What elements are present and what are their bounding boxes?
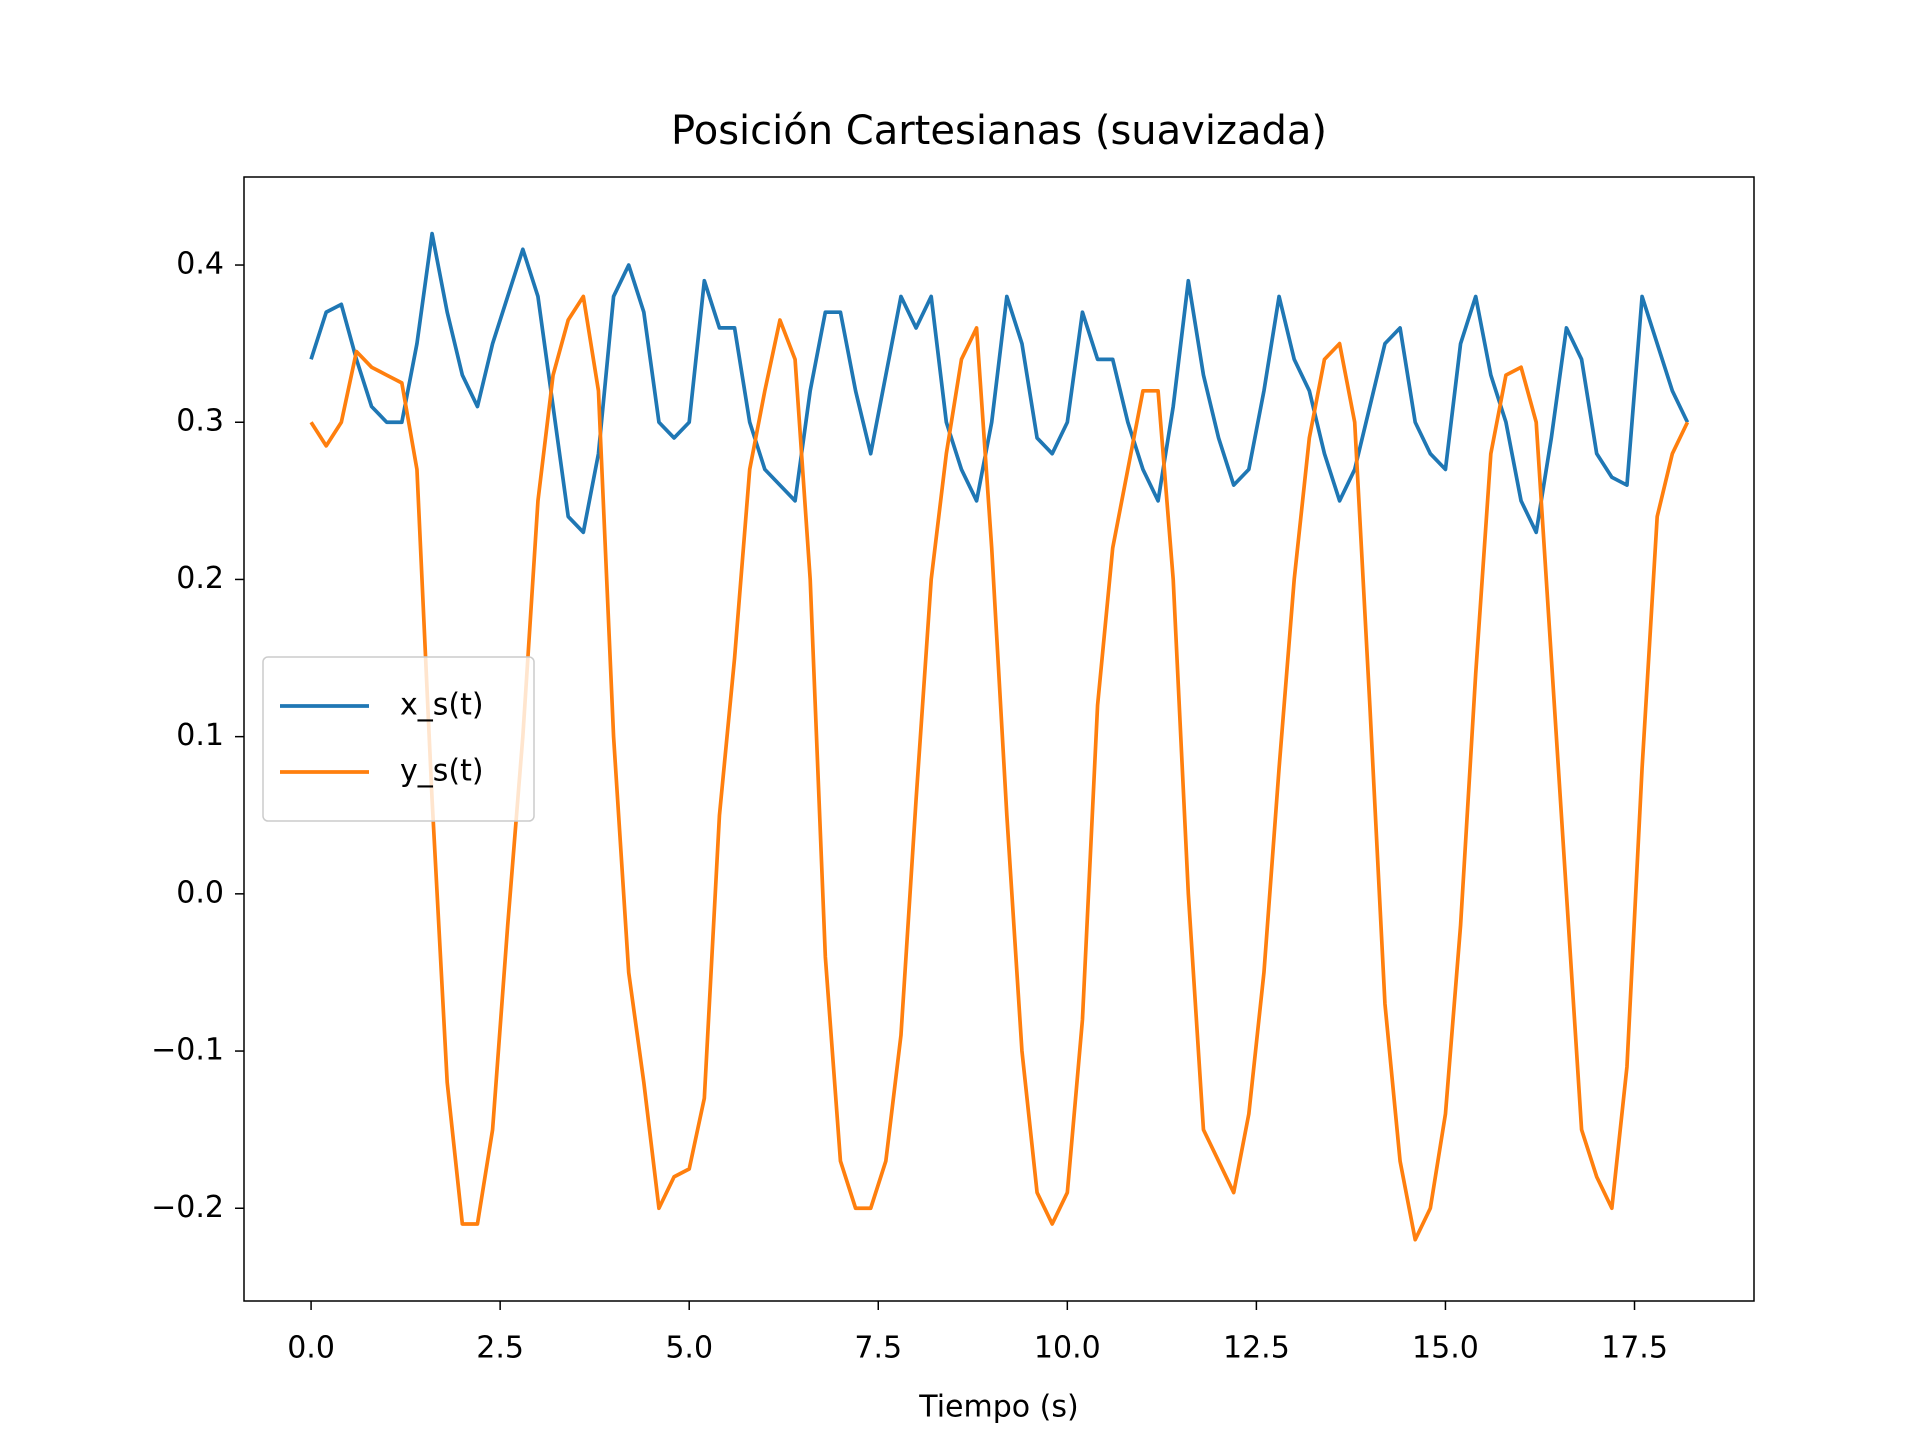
data-line <box>309 231 1690 535</box>
x-tick-label: 0.0 <box>287 1331 335 1366</box>
x-tick-label: 15.0 <box>1412 1331 1479 1366</box>
x-tick-label: 5.0 <box>665 1331 713 1366</box>
y-tick-label: −0.2 <box>151 1190 224 1225</box>
legend-label: y_s(t) <box>400 754 484 789</box>
x-tick-label: 2.5 <box>476 1331 524 1366</box>
data-line <box>309 294 1690 1242</box>
x-axis-label: Tiempo (s) <box>918 1390 1078 1425</box>
plot-frame <box>243 176 1755 1302</box>
legend-label: x_s(t) <box>400 688 484 723</box>
x-tick-label: 12.5 <box>1223 1331 1290 1366</box>
chart-title: Posición Cartesianas (suavizada) <box>671 108 1327 154</box>
x-tick-label: 10.0 <box>1034 1331 1101 1366</box>
x-tick-label: 17.5 <box>1601 1331 1668 1366</box>
y-tick-label: 0.3 <box>176 404 224 439</box>
x-tick-label: 7.5 <box>854 1331 902 1366</box>
legend-box <box>262 656 535 822</box>
y-tick-label: 0.0 <box>176 875 224 910</box>
y-tick-label: 0.4 <box>176 247 224 282</box>
y-tick-label: 0.2 <box>176 561 224 596</box>
legend: x_s(t) y_s(t) <box>262 656 535 822</box>
y-tick-label: 0.1 <box>176 718 224 753</box>
y-tick-label: −0.1 <box>151 1033 224 1068</box>
